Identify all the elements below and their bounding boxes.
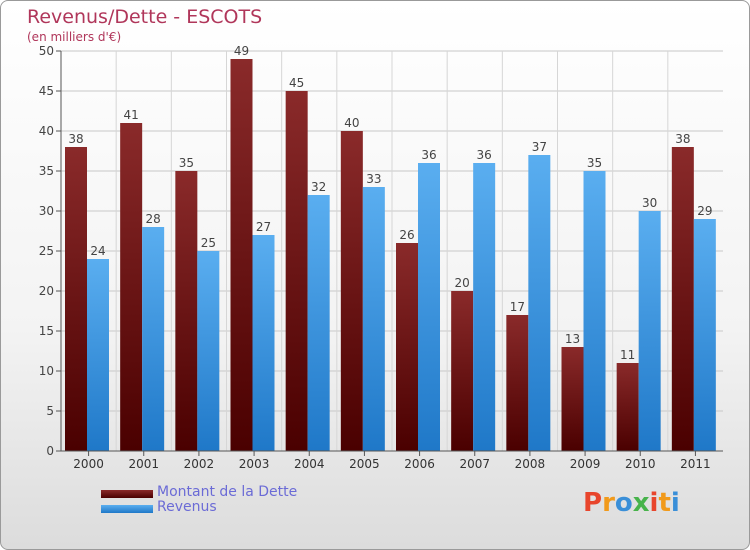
bar-revenus	[87, 259, 109, 451]
bar-debt	[230, 59, 253, 451]
data-label-revenus: 32	[311, 180, 326, 194]
data-label-revenus: 30	[642, 196, 657, 210]
data-label-debt: 41	[124, 108, 139, 122]
bar-debt	[120, 123, 143, 451]
data-label-revenus: 27	[256, 220, 271, 234]
proxiti-logo: Proxiti	[583, 488, 680, 518]
y-tick-label: 50	[39, 44, 54, 58]
y-tick-label: 10	[39, 364, 54, 378]
legend-swatch-debt	[101, 490, 153, 498]
x-tick-label: 2002	[184, 457, 215, 471]
bar-revenus	[362, 187, 385, 451]
logo-letter: o	[614, 488, 633, 518]
bar-revenus	[197, 251, 220, 451]
x-tick-label: 2008	[515, 457, 546, 471]
data-label-debt: 35	[179, 156, 194, 170]
chart-title: Revenus/Dette - ESCOTS	[27, 6, 263, 28]
data-label-debt: 20	[455, 276, 470, 290]
x-tick-label: 2001	[128, 457, 159, 471]
data-label-debt: 38	[675, 132, 690, 146]
legend-label-debt: Montant de la Dette	[157, 484, 298, 500]
y-tick-label: 20	[39, 284, 54, 298]
data-label-debt: 26	[399, 228, 414, 242]
data-label-revenus: 33	[366, 172, 381, 186]
y-tick-label: 25	[39, 244, 54, 258]
data-label-revenus: 36	[477, 148, 492, 162]
data-label-revenus: 29	[697, 204, 712, 218]
x-tick-label: 2003	[239, 457, 270, 471]
bar-revenus	[418, 163, 440, 451]
x-tick-label: 2007	[459, 457, 490, 471]
data-label-revenus: 28	[146, 212, 161, 226]
bar-revenus	[142, 227, 165, 451]
data-label-debt: 11	[620, 348, 635, 362]
logo-letter: r	[602, 488, 615, 518]
data-label-revenus: 24	[90, 244, 105, 258]
x-tick-label: 2004	[294, 457, 325, 471]
x-tick-label: 2010	[625, 457, 656, 471]
data-label-debt: 38	[68, 132, 83, 146]
y-tick-label: 0	[46, 444, 54, 458]
y-tick-label: 30	[39, 204, 54, 218]
logo-letter: t	[658, 488, 671, 518]
bar-revenus	[307, 195, 330, 451]
bar-debt	[285, 91, 308, 451]
x-tick-label: 2005	[349, 457, 380, 471]
data-label-debt: 17	[510, 300, 525, 314]
legend-label-revenus: Revenus	[157, 499, 217, 515]
logo-letter: i	[649, 488, 659, 518]
bar-debt	[175, 171, 198, 451]
bar-revenus	[638, 211, 661, 451]
data-label-revenus: 36	[421, 148, 436, 162]
bar-debt	[65, 147, 87, 451]
bar-debt	[340, 131, 363, 451]
logo-letter: x	[632, 488, 650, 518]
bar-debt	[506, 315, 529, 451]
data-label-debt: 13	[565, 332, 580, 346]
bar-revenus	[583, 171, 606, 451]
y-tick-label: 45	[39, 84, 54, 98]
data-label-revenus: 37	[532, 140, 547, 154]
bar-debt	[396, 243, 418, 451]
legend-swatch-revenus	[101, 505, 153, 513]
bar-revenus	[252, 235, 275, 451]
data-label-revenus: 35	[587, 156, 602, 170]
logo-letter: i	[670, 488, 680, 518]
bar-revenus	[473, 163, 496, 451]
data-label-debt: 40	[344, 116, 359, 130]
x-tick-label: 2011	[680, 457, 711, 471]
bar-debt	[671, 147, 694, 451]
y-tick-label: 40	[39, 124, 54, 138]
bar-debt	[616, 363, 639, 451]
x-tick-label: 2009	[570, 457, 601, 471]
chart-subtitle: (en milliers d'€)	[27, 30, 122, 44]
data-label-debt: 49	[234, 44, 249, 58]
bar-revenus	[693, 219, 716, 451]
logo-letter: P	[583, 488, 603, 518]
bar-debt	[451, 291, 474, 451]
bar-revenus	[528, 155, 551, 451]
y-tick-label: 5	[46, 404, 54, 418]
data-label-revenus: 25	[201, 236, 216, 250]
bar-debt	[561, 347, 584, 451]
y-tick-label: 15	[39, 324, 54, 338]
x-tick-label: 2006	[404, 457, 435, 471]
y-tick-label: 35	[39, 164, 54, 178]
data-label-debt: 45	[289, 76, 304, 90]
x-tick-label: 2000	[73, 457, 104, 471]
